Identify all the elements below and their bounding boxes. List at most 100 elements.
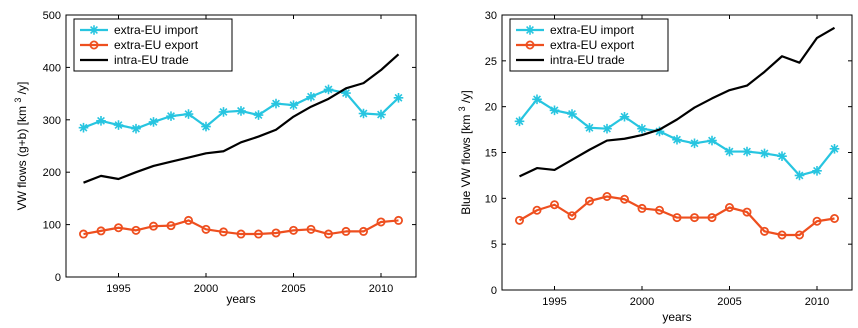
y-tick-label: 100 [43, 220, 61, 232]
data-point-extra-eu-import [113, 120, 124, 130]
legend-label: intra-EU trade [550, 53, 625, 67]
legend-marker [525, 25, 535, 35]
legend-entry-extra-eu-import: extra-EU import [516, 23, 635, 37]
data-point-extra-eu-import [829, 144, 840, 154]
data-point-extra-eu-export [166, 221, 176, 231]
data-point-extra-eu-export [271, 228, 281, 238]
y-tick-label: 15 [485, 148, 497, 160]
data-point-extra-eu-export [183, 215, 193, 225]
data-point-extra-eu-export [236, 229, 246, 239]
y-tick-label: 10 [485, 193, 497, 205]
legend-label: extra-EU import [550, 23, 635, 37]
data-point-extra-eu-export [567, 211, 577, 221]
data-point-extra-eu-import [148, 117, 159, 127]
x-tick-label: 2000 [630, 296, 654, 308]
data-point-extra-eu-import [131, 123, 141, 134]
data-point-extra-eu-export [532, 205, 542, 215]
data-point-extra-eu-export [777, 230, 787, 240]
legend-entry-extra-eu-export: extra-EU export [516, 38, 635, 52]
y-tick-label: 200 [43, 167, 61, 179]
data-point-extra-eu-export [830, 213, 840, 223]
data-point-extra-eu-import [236, 106, 246, 116]
data-point-extra-eu-export [341, 226, 351, 236]
legend-label: extra-EU export [550, 38, 635, 52]
y-tick-label: 0 [491, 285, 497, 297]
chart-panel-vw-flows: 1995 2000 2005 2010 0 100 200 300 400 500 years VW … [13, 10, 417, 306]
data-point-extra-eu-import [166, 111, 176, 121]
series-line-extra-eu-export [518, 195, 835, 237]
legend-entry-intra-eu-trade: intra-EU trade [80, 53, 189, 67]
data-point-extra-eu-import [253, 110, 264, 120]
data-point-extra-eu-import [619, 111, 630, 122]
y-tick-label: 5 [491, 239, 497, 251]
y-axis-label: Blue VW flows [km 3 /y] [457, 90, 473, 214]
x-tick-label: 1995 [542, 296, 566, 308]
data-point-extra-eu-export [131, 225, 141, 235]
x-tick-label: 2010 [369, 283, 393, 295]
data-point-extra-eu-export [620, 194, 630, 204]
data-point-extra-eu-import [602, 123, 612, 134]
y-tick-label: 0 [55, 272, 61, 284]
data-point-extra-eu-export [96, 226, 106, 236]
series-extra-eu-export [515, 191, 840, 240]
legend-marker [89, 25, 99, 35]
data-point-extra-eu-import [288, 100, 299, 110]
data-point-extra-eu-import [218, 107, 229, 117]
data-point-extra-eu-export [323, 229, 333, 239]
data-point-extra-eu-export [148, 221, 158, 231]
data-point-extra-eu-export [358, 226, 368, 236]
series-line-intra-eu-trade [519, 26, 836, 178]
data-point-extra-eu-export [812, 216, 822, 226]
data-point-extra-eu-import [759, 148, 770, 159]
series-extra-eu-import [78, 84, 404, 134]
data-point-extra-eu-import [271, 98, 281, 109]
data-point-extra-eu-import [567, 109, 577, 119]
x-tick-label: 2005 [281, 283, 305, 295]
series-intra-eu-trade [83, 53, 400, 184]
data-point-extra-eu-export [201, 224, 211, 234]
legend-label: extra-EU import [114, 23, 199, 37]
series-line-extra-eu-export [83, 219, 399, 236]
legend-label: intra-EU trade [114, 53, 189, 67]
y-axis-label: VW flows (g+b) [km 3 /y] [13, 82, 29, 211]
data-point-extra-eu-export [725, 202, 735, 212]
data-point-extra-eu-export [114, 223, 124, 233]
series-extra-eu-import [514, 94, 840, 181]
data-point-extra-eu-import [358, 108, 369, 119]
data-point-extra-eu-export [253, 229, 263, 239]
legend-marker [89, 40, 99, 50]
data-point-extra-eu-import [584, 122, 595, 133]
data-point-extra-eu-import [532, 94, 542, 105]
data-point-extra-eu-import [812, 166, 822, 176]
legend-entry-extra-eu-import: extra-EU import [80, 23, 199, 37]
data-point-extra-eu-import [707, 135, 717, 146]
data-point-extra-eu-import [514, 116, 525, 127]
x-axis-label: years [226, 292, 255, 306]
series-intra-eu-trade [519, 26, 836, 178]
data-point-extra-eu-import [183, 109, 194, 119]
data-point-extra-eu-import [323, 84, 334, 95]
data-point-extra-eu-import [672, 134, 682, 145]
data-point-extra-eu-export [585, 196, 595, 206]
data-point-extra-eu-import [341, 88, 351, 98]
data-point-extra-eu-import [549, 105, 560, 116]
y-tick-label: 25 [485, 56, 497, 68]
series-extra-eu-export [79, 215, 403, 239]
legend-label: extra-EU export [114, 38, 199, 52]
data-point-extra-eu-export [376, 217, 386, 227]
data-point-extra-eu-import [376, 109, 386, 120]
y-tick-label: 500 [43, 10, 61, 22]
data-point-extra-eu-export [707, 213, 717, 223]
data-point-extra-eu-import [637, 123, 647, 134]
data-point-extra-eu-export [602, 191, 612, 201]
y-tick-label: 30 [485, 10, 497, 22]
data-point-extra-eu-export [637, 203, 647, 213]
data-point-extra-eu-import [96, 116, 106, 126]
data-point-extra-eu-export [742, 207, 752, 217]
legend-entry-intra-eu-trade: intra-EU trade [516, 53, 625, 67]
data-point-extra-eu-import [742, 146, 752, 157]
chart-panel-blue-vw-flows: 1995 2000 2005 2010 0 5 10 15 20 25 30 years Blue VW… [457, 10, 853, 324]
data-point-extra-eu-export [288, 225, 298, 235]
data-point-extra-eu-import [393, 92, 404, 103]
